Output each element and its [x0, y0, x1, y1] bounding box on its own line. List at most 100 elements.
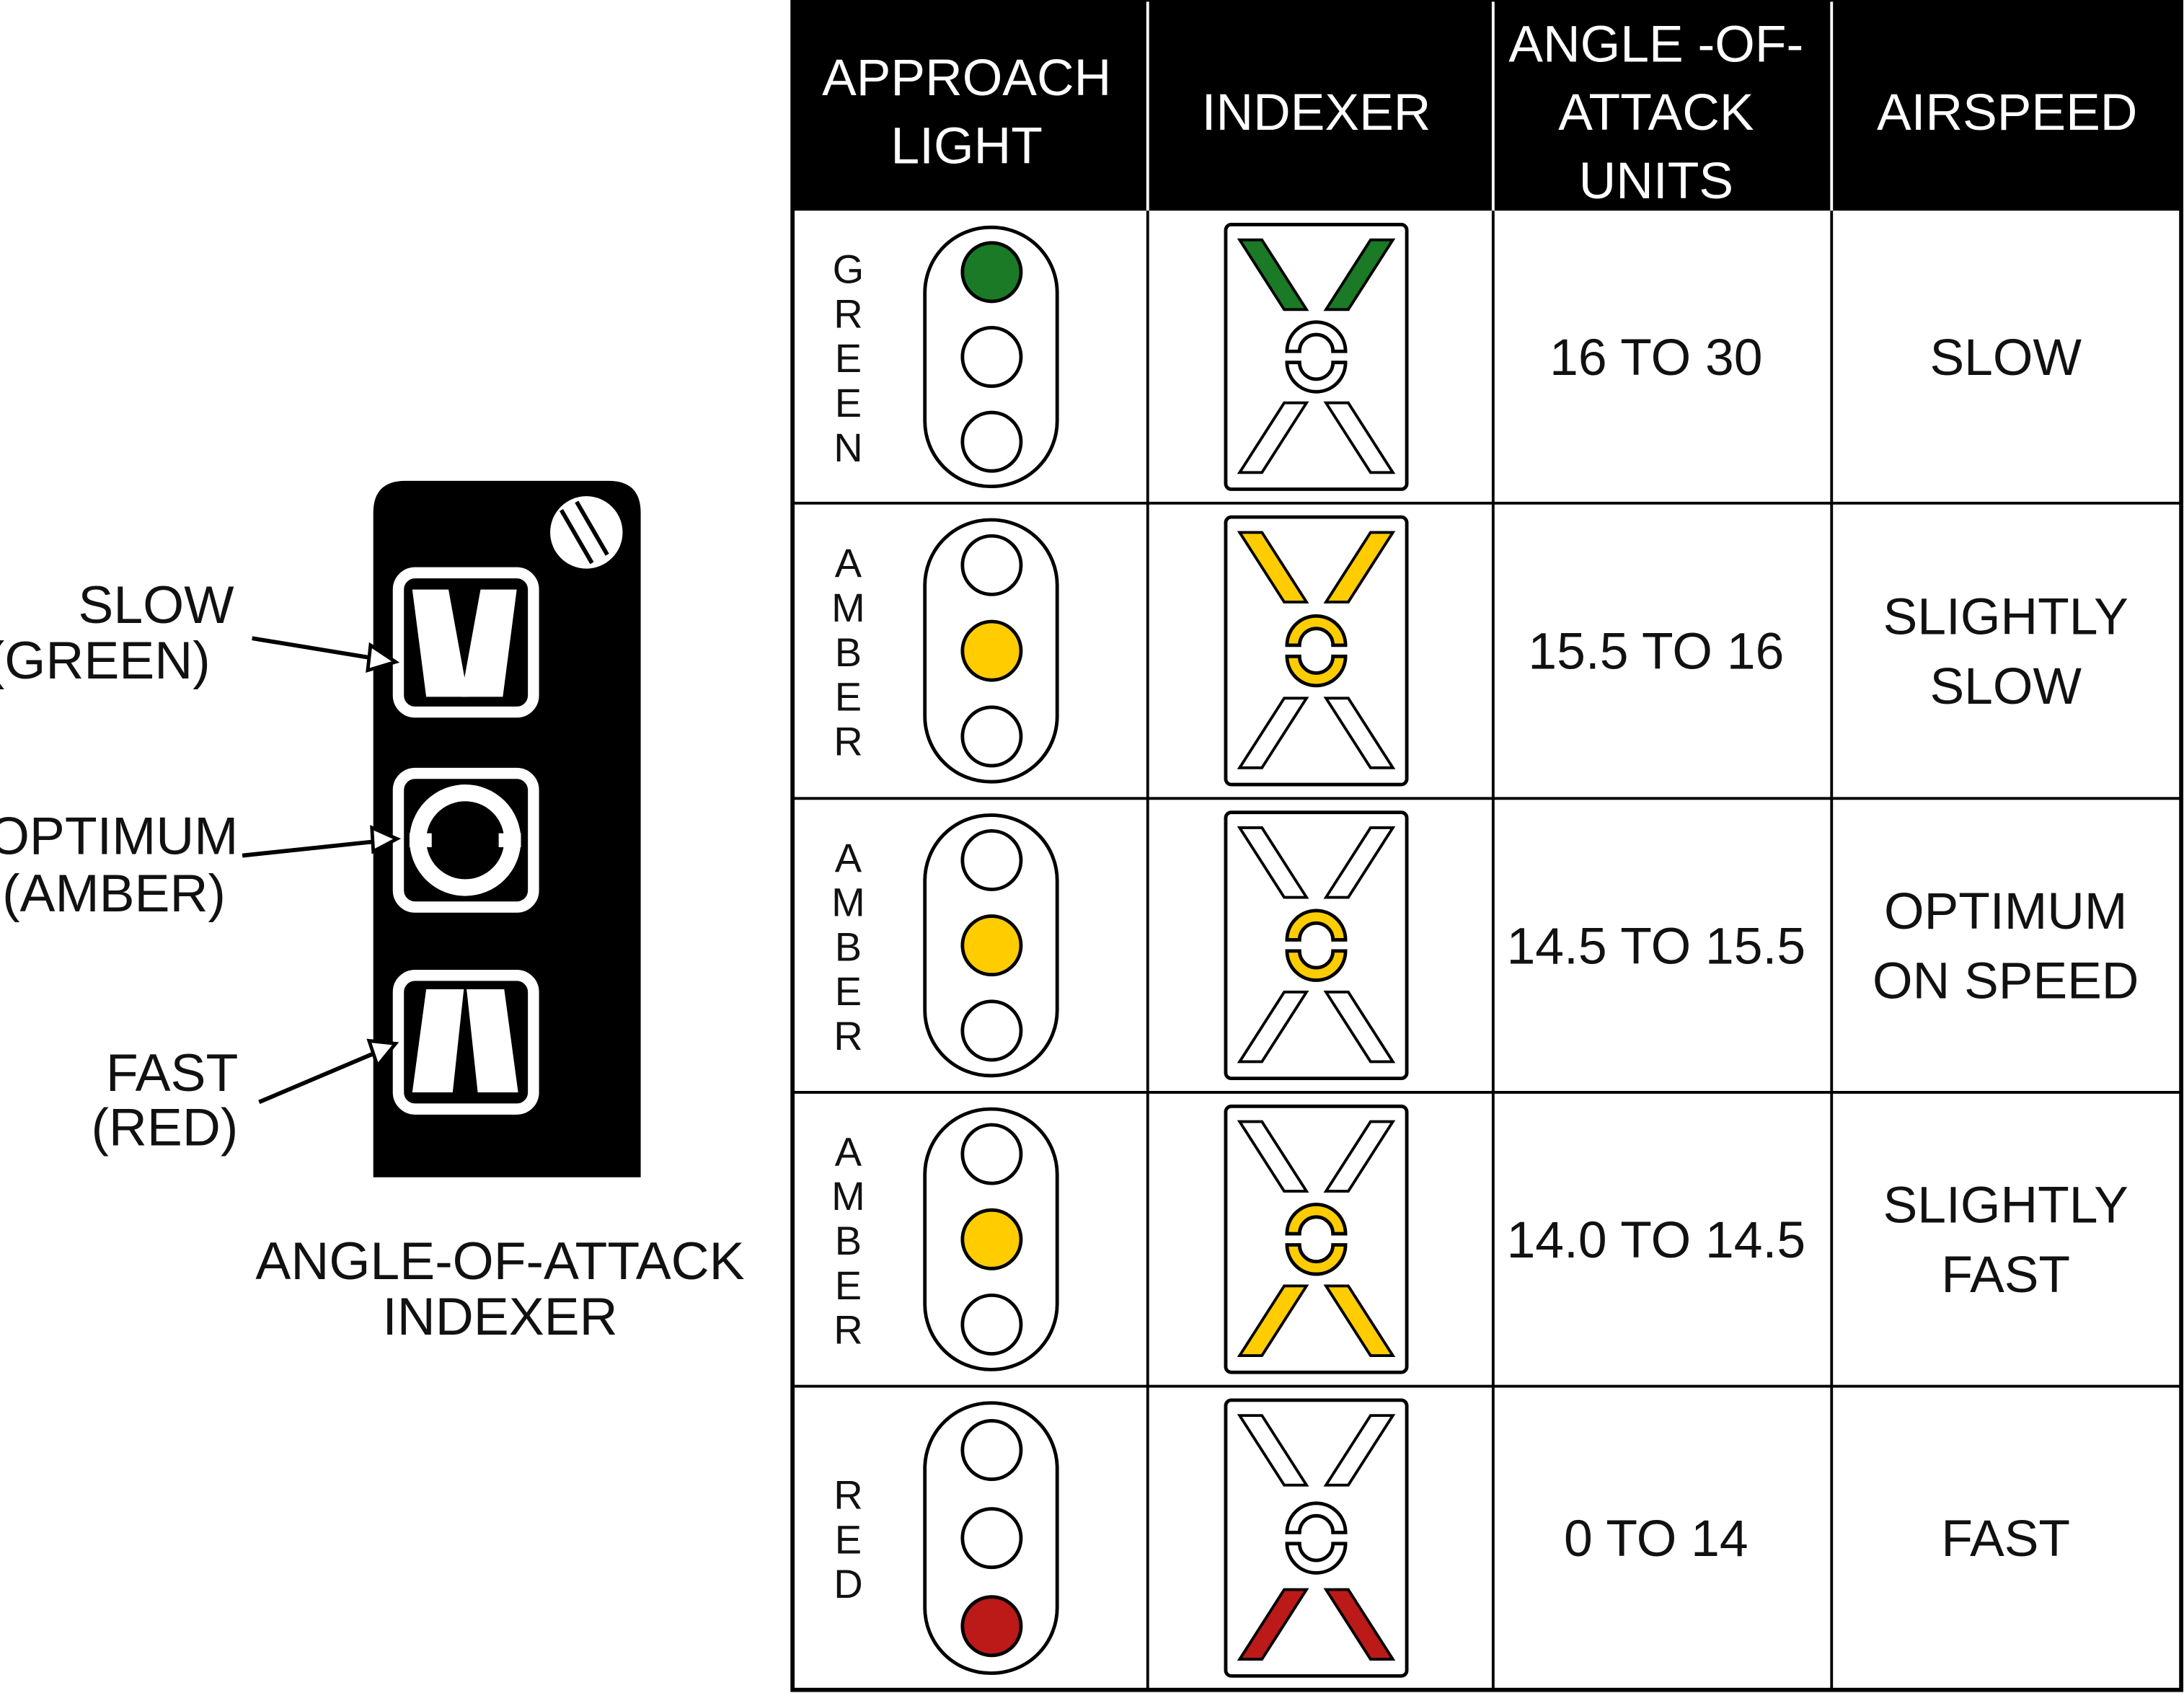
- header-cell-text: APPROACH: [822, 49, 1111, 107]
- approach-lamp: [960, 1419, 1023, 1481]
- approach-lamp: [960, 828, 1023, 891]
- aoa-table: APPROACH LIGHT INDEXER ANGLE -OF- ATTACK UNIT…: [790, 0, 2184, 1692]
- light-color-letter: D: [834, 1561, 862, 1606]
- airspeed-cell: FAST: [1941, 1510, 2070, 1568]
- light-color-letter: R: [834, 1472, 862, 1518]
- header-cell-text: LIGHT: [890, 117, 1042, 174]
- aoa-units-cell: 0 TO 14: [1564, 1510, 1748, 1568]
- table-header-bg: [792, 1, 2182, 211]
- indexer-frame: [1224, 1398, 1409, 1678]
- optimum-symbol: [392, 767, 539, 913]
- indexer-donut-top: [1285, 1501, 1348, 1534]
- header-cell-text: ANGLE -OF-: [1508, 15, 1803, 73]
- light-color-letter: A: [835, 835, 862, 880]
- indexer-display: [1224, 810, 1409, 1081]
- header-cell-text: UNITS: [1579, 152, 1733, 210]
- approach-lamp: [960, 1293, 1023, 1356]
- optimum-label-color: (AMBER): [2, 864, 226, 923]
- indexer-display: [1224, 223, 1409, 491]
- table-row: AMBER 14.0 TO 14.5 SLIGHTLY FAST: [831, 1104, 2128, 1374]
- arrow-fast: [258, 1038, 399, 1105]
- aoa-units-cell: 16 TO 30: [1549, 329, 1762, 386]
- aoa-units-cell: 14.5 TO 15.5: [1507, 917, 1806, 975]
- table-grid: [790, 0, 2184, 1692]
- light-color-letter: E: [835, 1516, 862, 1562]
- approach-lamp: [960, 619, 1023, 682]
- aoa-units-cell: 14.0 TO 14.5: [1507, 1211, 1806, 1269]
- arrow-optimum: [242, 825, 402, 858]
- light-color-letter: R: [834, 1307, 862, 1353]
- light-color-letter: A: [835, 1128, 862, 1174]
- header-cell-text: AIRSPEED: [1877, 84, 2137, 141]
- light-color-letter: B: [835, 924, 862, 969]
- arrow-slow: [252, 636, 400, 673]
- light-color-letter: E: [835, 1263, 862, 1308]
- indexer-donut-top: [1285, 1203, 1348, 1236]
- light-color-letter: M: [831, 1173, 865, 1219]
- airspeed-cell: SLOW: [1930, 329, 2082, 386]
- slow-symbol: [392, 567, 539, 718]
- light-color-letter: A: [835, 540, 862, 585]
- indexer-display: [1224, 515, 1409, 787]
- approach-lamp: [960, 534, 1023, 596]
- airspeed-cell: SLOW: [1930, 658, 2082, 715]
- light-color-letter: B: [835, 629, 862, 675]
- light-color-letter: N: [834, 425, 862, 470]
- approach-lamp: [960, 410, 1023, 473]
- approach-lamp: [960, 1208, 1023, 1270]
- indexer-donut-top: [1285, 909, 1348, 942]
- approach-lamp: [960, 914, 1023, 977]
- airspeed-cell: SLIGHTLY: [1883, 1177, 2128, 1234]
- light-color-letter: M: [831, 585, 865, 630]
- table-row: AMBER 14.5 TO 15.5 OPTIMUM ON SPEED: [831, 810, 2139, 1081]
- screw-icon: [550, 496, 623, 569]
- approach-lamp: [960, 999, 1023, 1062]
- table-border: [790, 0, 2184, 1692]
- light-color-letter: R: [834, 1013, 862, 1058]
- approach-lamp: [960, 1123, 1023, 1185]
- header-cell-text: INDEXER: [1202, 84, 1431, 141]
- airspeed-cell: FAST: [1941, 1246, 2070, 1304]
- approach-lamp: [960, 705, 1023, 768]
- table-row: RED 0 TO 14 FAST: [834, 1398, 2070, 1678]
- indexer-frame: [1224, 515, 1409, 787]
- approach-lamp: [960, 241, 1023, 304]
- optimum-label: OPTIMUM: [0, 807, 238, 866]
- airspeed-cell: OPTIMUM: [1884, 883, 2127, 940]
- light-color-letter: R: [834, 291, 862, 336]
- table-header: APPROACH LIGHT INDEXER ANGLE -OF- ATTACK UNIT…: [822, 15, 2137, 209]
- approach-lamp: [960, 1595, 1023, 1658]
- indexer-panel: SLOW (GREEN) OPTIMUM (AMBER) FAST (RED) …: [0, 480, 745, 1346]
- indexer-donut-bottom: [1285, 654, 1348, 688]
- indexer-display: [1224, 1104, 1409, 1374]
- indexer-donut-bottom: [1285, 1542, 1348, 1575]
- slow-label-color: (GREEN): [0, 631, 211, 690]
- approach-lamp: [960, 326, 1023, 388]
- airspeed-cell: SLIGHTLY: [1883, 588, 2128, 645]
- header-cell-text: ATTACK: [1558, 84, 1754, 141]
- airspeed-cell: ON SPEED: [1873, 952, 2139, 1010]
- light-color-letter: E: [835, 968, 862, 1014]
- indexer-donut-bottom: [1285, 949, 1348, 982]
- slow-label: SLOW: [78, 575, 234, 635]
- table-row: GREEN 16 TO 30 SLOW: [833, 223, 2082, 491]
- aoa-units-cell: 15.5 TO 16: [1528, 623, 1784, 681]
- table-row: AMBER 15.5 TO 16 SLIGHTLY SLOW: [831, 515, 2128, 787]
- fast-label: FAST: [106, 1043, 239, 1102]
- light-color-letter: E: [835, 380, 862, 425]
- indexer-donut-bottom: [1285, 361, 1348, 394]
- indexer-donut-top: [1285, 614, 1348, 647]
- light-color-letter: B: [835, 1218, 862, 1263]
- fast-label-color: (RED): [91, 1097, 238, 1157]
- light-color-letter: E: [835, 674, 862, 720]
- indexer-caption-line2: INDEXER: [382, 1287, 617, 1346]
- light-color-letter: G: [833, 247, 865, 292]
- indexer-display: [1224, 1398, 1409, 1678]
- light-color-letter: E: [835, 335, 862, 381]
- indexer-donut-top: [1285, 320, 1348, 353]
- light-color-letter: M: [831, 880, 865, 925]
- indexer-donut-bottom: [1285, 1243, 1348, 1276]
- light-color-letter: R: [834, 718, 862, 764]
